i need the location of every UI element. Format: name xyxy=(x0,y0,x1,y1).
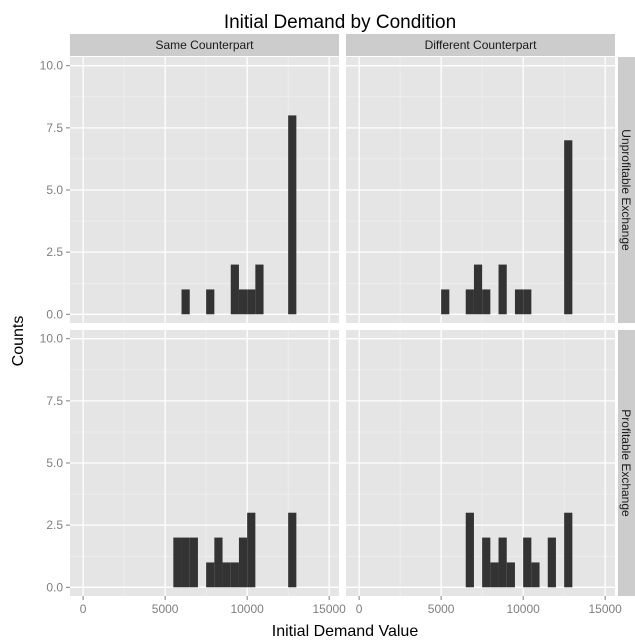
histogram-bar xyxy=(214,537,223,588)
strips-layer: Same Counterpart Different Counterpart Unp… xyxy=(70,34,635,596)
histogram-bar xyxy=(564,512,573,588)
x-tick-label: 5000 xyxy=(152,602,179,616)
histogram-bar xyxy=(173,537,182,588)
panel-unprofitable-exchange-different-counterpart xyxy=(346,57,615,323)
histogram-bar xyxy=(514,289,524,315)
histogram-bar xyxy=(230,562,239,588)
x-tick-label: 10000 xyxy=(230,602,264,616)
axes-layer: 0.0 2.5 5.0 7.5 10.0 0.0 2.5 5.0 7.5 10.0 0 5000 100… xyxy=(40,59,623,616)
strip-same-counterpart xyxy=(70,34,339,56)
histogram-bar xyxy=(247,289,256,315)
x-tick-label: 5000 xyxy=(428,602,455,616)
strip-different-counterpart xyxy=(346,34,615,56)
x-tick-label: 15000 xyxy=(312,602,346,616)
x-axis-title: Initial Demand Value xyxy=(272,623,419,640)
y-tick-label: 10.0 xyxy=(40,332,64,346)
strip-label-different-counterpart: Different Counterpart xyxy=(425,38,538,52)
y-tick-label: 5.0 xyxy=(46,456,63,470)
x-tick-label: 0 xyxy=(80,602,87,616)
y-axis-title: Counts xyxy=(10,316,27,367)
histogram-bar xyxy=(490,562,499,588)
histogram-bar xyxy=(498,537,507,588)
panel-profitable-exchange-same-counterpart xyxy=(70,330,339,596)
y-tick-label: 7.5 xyxy=(46,121,63,135)
histogram-bar xyxy=(206,289,215,315)
x-tick-label: 15000 xyxy=(588,602,622,616)
y-tick-label: 10.0 xyxy=(40,59,64,73)
panel-unprofitable-exchange-same-counterpart xyxy=(70,57,339,323)
strip-profitable-exchange xyxy=(618,330,635,596)
strip-label-unprofitable-exchange: Unprofitable Exchange xyxy=(619,129,633,251)
y-tick-label: 0.0 xyxy=(46,580,63,594)
histogram-bar xyxy=(564,140,573,315)
histogram-bar xyxy=(288,512,297,588)
histogram-bar xyxy=(230,264,239,315)
x-tick-label: 0 xyxy=(356,602,363,616)
histogram-bar xyxy=(206,562,215,588)
panels-layer xyxy=(70,57,615,596)
y-tick-label: 5.0 xyxy=(46,183,63,197)
histogram-bar xyxy=(238,289,248,315)
histogram-bar xyxy=(247,512,256,588)
strip-label-same-counterpart: Same Counterpart xyxy=(155,38,254,52)
histogram-bar xyxy=(473,264,483,315)
histogram-bar xyxy=(531,562,540,588)
histogram-bar xyxy=(441,289,450,315)
panel-profitable-exchange-different-counterpart xyxy=(346,330,615,596)
y-tick-label: 0.0 xyxy=(46,307,63,321)
histogram-bar xyxy=(523,289,532,315)
y-tick-label: 7.5 xyxy=(46,394,63,408)
y-tick-label: 2.5 xyxy=(46,518,63,532)
histogram-bar xyxy=(288,115,297,315)
histogram-bar xyxy=(482,537,491,588)
histogram-bar xyxy=(547,537,556,588)
histogram-bar xyxy=(238,537,248,588)
y-tick-label: 2.5 xyxy=(46,245,63,259)
histogram-bar xyxy=(465,289,474,315)
histogram-bar xyxy=(181,537,190,588)
histogram-bar xyxy=(498,264,507,315)
strip-unprofitable-exchange xyxy=(618,57,635,323)
histogram-bar xyxy=(255,264,264,315)
histogram-bar xyxy=(523,537,532,588)
histogram-bar xyxy=(506,562,515,588)
x-tick-label: 10000 xyxy=(506,602,540,616)
chart-title: Initial Demand by Condition xyxy=(224,12,456,33)
strip-label-profitable-exchange: Profitable Exchange xyxy=(619,409,633,517)
histogram-bar xyxy=(222,562,231,588)
histogram-bar xyxy=(465,512,474,588)
histogram-bar xyxy=(482,289,491,315)
histogram-bar xyxy=(189,537,198,588)
histogram-bar xyxy=(181,289,190,315)
